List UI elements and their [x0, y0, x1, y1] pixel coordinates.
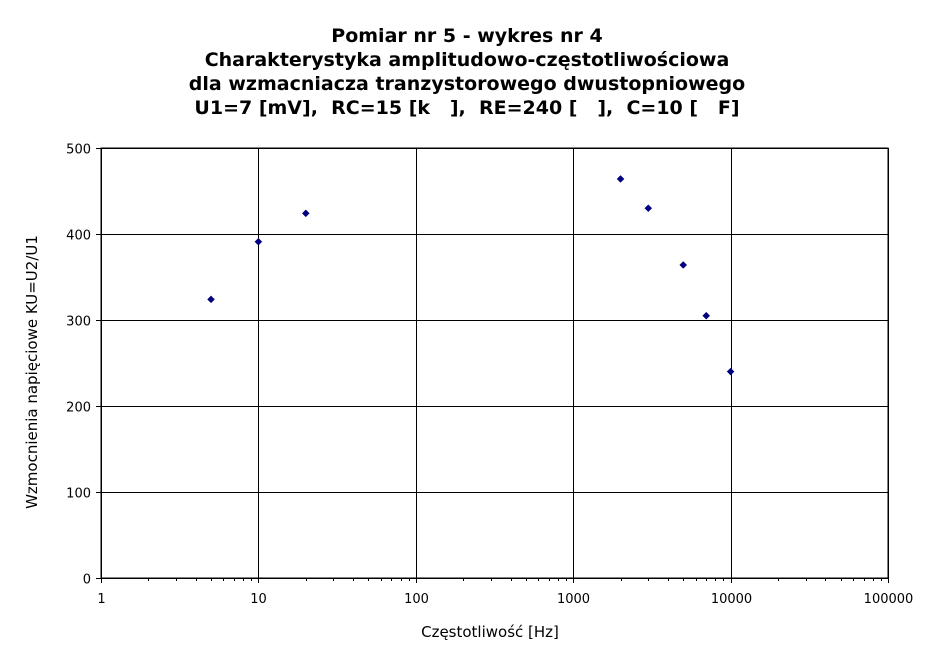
data-point: [644, 204, 653, 213]
x-tick-label: 100: [404, 592, 429, 607]
y-tick-label: 500: [66, 143, 91, 158]
plot-frame: [100, 147, 889, 579]
y-tick-label: 400: [66, 229, 91, 244]
data-point: [702, 311, 711, 320]
y-axis-label: Wzmocnienia napięciowe KU=U2/U1: [23, 235, 41, 509]
data-point: [301, 209, 310, 218]
data-point: [254, 237, 263, 246]
x-tick-label: 10: [250, 592, 267, 607]
x-tick-label: 10000: [711, 592, 752, 607]
x-tick-label: 1000: [557, 592, 590, 607]
data-point: [726, 367, 735, 376]
data-point: [679, 261, 688, 269]
y-tick-label: 300: [66, 315, 91, 330]
plot-area: 0 100 200 300 400 500 1 10 100 1000 10000 100000: [66, 143, 913, 608]
chart-title: Pomiar nr 5 - wykres nr 4 Charakterystyk…: [189, 25, 745, 119]
chart-title-line-2: Charakterystyka amplitudowo-częstotliwoś…: [205, 49, 730, 71]
x-axis-label: Częstotliwość [Hz]: [421, 623, 559, 641]
data-point: [207, 295, 215, 304]
y-tick-label: 100: [66, 487, 91, 502]
chart-title-line-1: Pomiar nr 5 - wykres nr 4: [331, 25, 602, 47]
y-tick-label: 200: [66, 401, 91, 416]
x-tick-label: 1: [97, 592, 105, 607]
data-point: [616, 175, 625, 183]
chart-title-line-4: U1=7 [mV], RC=15 [k ], RE=240 [ ], C=10 …: [194, 97, 739, 119]
y-tick-label: 0: [83, 573, 91, 588]
chart-title-line-3: dla wzmacniacza tranzystorowego dwustopn…: [189, 73, 745, 95]
x-tick-label: 100000: [864, 592, 914, 607]
